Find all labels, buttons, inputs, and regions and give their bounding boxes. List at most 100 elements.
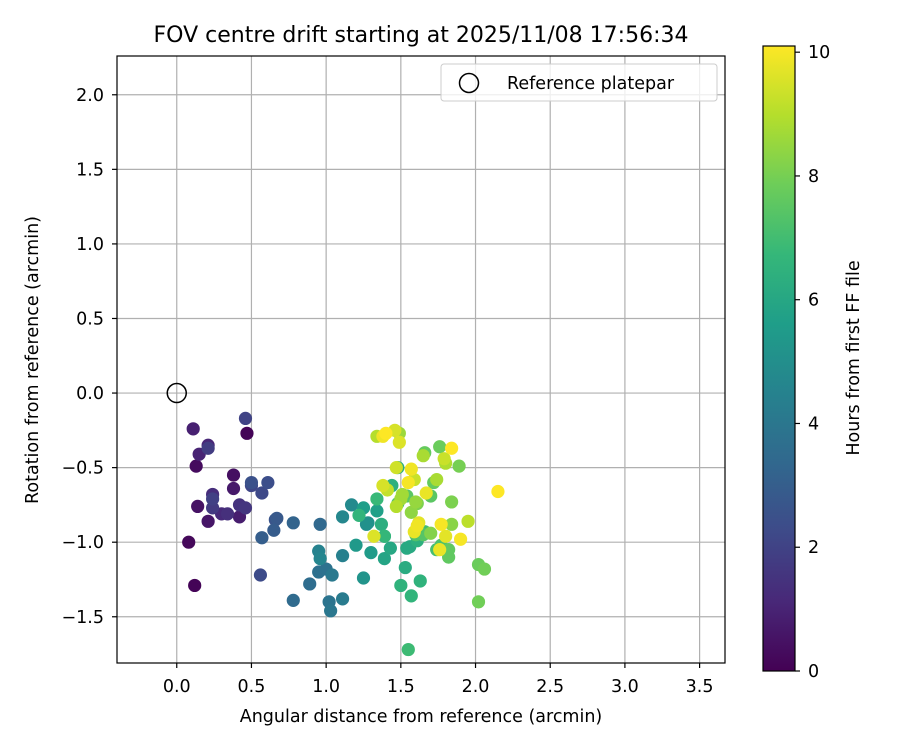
data-point	[445, 441, 459, 455]
data-point	[352, 508, 366, 522]
colorbar-tick-label: 8	[808, 167, 819, 187]
y-tick-label: −1.0	[62, 533, 105, 553]
data-point	[376, 478, 390, 493]
x-tick-label: 0.5	[238, 677, 266, 697]
data-point	[377, 529, 392, 543]
data-point	[335, 592, 350, 606]
data-point	[410, 519, 424, 533]
data-point	[220, 507, 235, 521]
data-point	[452, 459, 466, 473]
data-point	[394, 578, 408, 593]
y-tick-label: −0.5	[62, 459, 105, 479]
data-point	[344, 498, 359, 512]
colorbar: 0 2 4 6 8 10 Hours from first FF file	[762, 43, 864, 682]
x-tick-label: 2.0	[462, 677, 490, 697]
y-tick-label: 0.0	[76, 384, 104, 404]
data-point	[377, 552, 392, 566]
data-point	[191, 499, 205, 514]
data-point	[240, 426, 254, 440]
data-point	[471, 595, 486, 609]
data-point	[491, 484, 505, 499]
data-point	[370, 504, 384, 518]
data-point	[367, 529, 381, 543]
colorbar-tick-label: 4	[808, 414, 819, 434]
x-tick-label: 1.5	[387, 677, 415, 697]
data-point	[335, 510, 350, 524]
data-point	[189, 459, 203, 473]
x-tick-label: 3.0	[611, 677, 639, 697]
data-point	[313, 552, 327, 566]
data-point	[201, 441, 215, 455]
chart-title: FOV centre drift starting at 2025/11/08 …	[154, 23, 689, 48]
reference-platepar-marker	[166, 382, 188, 404]
x-axis-label: Angular distance from reference (arcmin)	[240, 707, 603, 727]
data-point	[356, 571, 371, 585]
data-point	[433, 440, 447, 454]
data-point	[424, 526, 438, 540]
data-point	[349, 538, 363, 552]
data-point	[404, 505, 418, 519]
data-point	[437, 452, 451, 466]
y-tick-label: −1.5	[62, 608, 105, 628]
data-point	[253, 568, 268, 582]
data-point	[255, 531, 269, 545]
y-tick-label: 1.5	[76, 160, 104, 180]
data-point	[324, 604, 338, 618]
data-point	[370, 492, 384, 506]
data-point	[434, 517, 448, 531]
colorbar-tick-label: 2	[808, 538, 819, 558]
colorbar-frame	[762, 45, 796, 672]
data-point	[255, 486, 269, 500]
y-tick-label: 1.0	[76, 235, 104, 255]
legend-entry-label: Reference platepar	[507, 74, 675, 94]
y-tick-label: 0.5	[76, 309, 104, 329]
colorbar-ticks: 0 2 4 6 8 10	[795, 43, 830, 682]
data-point	[226, 468, 241, 482]
data-point	[439, 529, 453, 543]
data-point	[261, 475, 275, 490]
data-point	[398, 560, 412, 575]
data-point	[267, 523, 281, 537]
y-axis-label: Rotation from reference (arcmin)	[23, 216, 43, 504]
legend: Reference platepar	[440, 63, 718, 102]
data-point	[364, 546, 378, 560]
x-axis-ticks: 0.0 0.5 1.0 1.5 2.0 2.5 3.0 3.5	[163, 663, 714, 697]
data-point	[401, 642, 415, 657]
data-point	[379, 426, 393, 440]
data-point	[433, 543, 447, 557]
data-point	[244, 475, 259, 490]
data-point	[389, 499, 403, 514]
data-point	[453, 532, 468, 546]
legend-box	[440, 63, 718, 102]
colorbar-gradient	[763, 46, 795, 671]
data-point	[430, 472, 444, 487]
data-point	[201, 514, 215, 528]
data-point	[389, 461, 403, 475]
x-tick-label: 2.5	[536, 677, 564, 697]
y-axis-ticks: −1.5 −1.0 −0.5 0.0 0.5 1.0 1.5 2.0	[62, 86, 117, 628]
data-point	[226, 481, 241, 496]
colorbar-label: Hours from first FF file	[844, 260, 864, 455]
plot-frame	[116, 55, 726, 664]
data-point	[313, 517, 327, 531]
data-point	[182, 535, 196, 549]
data-point	[374, 517, 389, 531]
data-point	[445, 495, 459, 509]
colorbar-tick-label: 10	[808, 43, 830, 63]
data-point	[461, 514, 475, 528]
colorbar-tick-label: 6	[808, 291, 819, 311]
y-tick-label: 2.0	[76, 86, 104, 106]
data-point	[445, 517, 459, 531]
data-points	[182, 411, 505, 657]
data-point	[413, 574, 427, 588]
data-point	[361, 516, 375, 530]
data-point	[419, 486, 433, 500]
data-point	[383, 541, 397, 555]
data-point	[303, 577, 317, 591]
x-tick-label: 0.0	[163, 677, 191, 697]
data-point	[416, 449, 430, 463]
x-tick-label: 1.0	[312, 677, 340, 697]
data-point	[392, 435, 406, 449]
data-point	[401, 475, 415, 490]
grid-lines	[117, 56, 725, 663]
